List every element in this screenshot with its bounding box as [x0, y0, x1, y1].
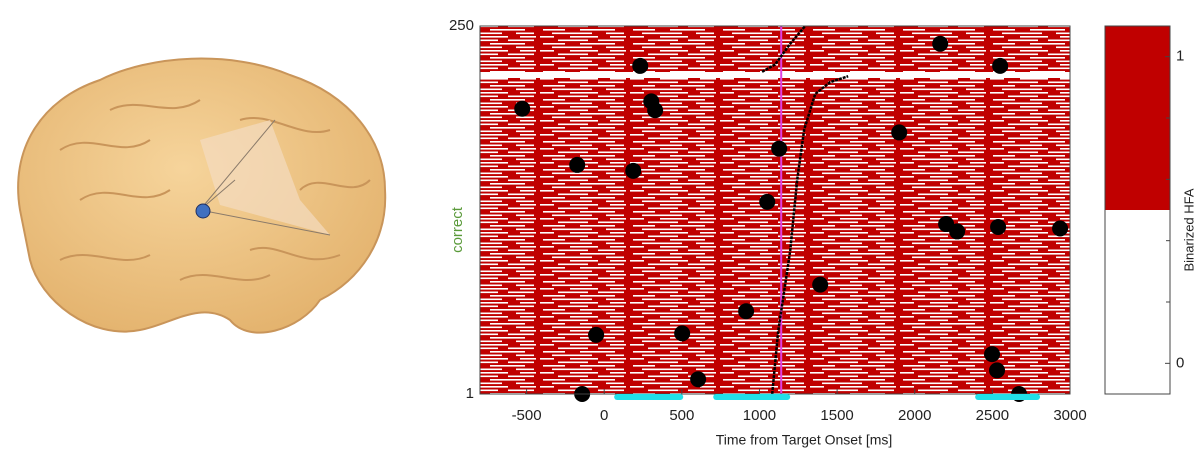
- colorbar-frame: [1104, 25, 1171, 395]
- significant-interval: [713, 394, 791, 400]
- data-point: [625, 162, 642, 179]
- data-point: [949, 223, 966, 240]
- y-tick-label: 250: [449, 17, 474, 34]
- data-point: [990, 218, 1007, 235]
- x-tick-label: 0: [600, 407, 608, 424]
- data-point: [738, 303, 755, 320]
- data-point: [674, 325, 691, 342]
- colorbar-tick-label: 0: [1176, 354, 1184, 371]
- rt-line: [770, 75, 849, 395]
- raster-texture: [480, 26, 1070, 394]
- data-point: [632, 57, 649, 74]
- data-point: [1052, 220, 1069, 237]
- data-point: [984, 346, 1001, 363]
- y-axis-label: correct: [449, 206, 466, 253]
- x-tick-label: -500: [512, 407, 542, 424]
- y-tick-label: 1: [466, 385, 474, 402]
- colorbar-high: [1105, 26, 1170, 210]
- x-tick-label: 3000: [1053, 407, 1086, 424]
- x-axis-label: Time from Target Onset [ms]: [716, 432, 893, 448]
- significant-interval: [975, 394, 1041, 400]
- x-tick-label: 2000: [898, 407, 931, 424]
- raster-gap: [480, 72, 1070, 78]
- brain-illustration: [17, 57, 387, 334]
- plot: [514, 25, 1069, 402]
- x-tick-label: 1000: [743, 407, 776, 424]
- x-tick-label: 2500: [976, 407, 1009, 424]
- data-point: [989, 362, 1006, 379]
- data-point: [514, 100, 531, 117]
- significant-interval: [614, 394, 684, 400]
- colorbar-label: Binarized HFA: [1181, 188, 1196, 271]
- data-point: [647, 102, 664, 119]
- data-point: [690, 371, 707, 388]
- data-point: [992, 57, 1009, 74]
- x-tick-label: 1500: [820, 407, 853, 424]
- x-tick-label: 500: [669, 407, 694, 424]
- data-point: [569, 156, 586, 173]
- data-point: [759, 193, 776, 210]
- data-point: [891, 124, 908, 141]
- rt-line: [761, 25, 807, 73]
- colorbar-low: [1105, 210, 1170, 394]
- colorbar-tick-label: 1: [1176, 48, 1184, 65]
- data-point: [932, 35, 949, 52]
- data-point: [812, 276, 829, 293]
- data-point: [771, 140, 788, 157]
- data-point: [588, 326, 605, 343]
